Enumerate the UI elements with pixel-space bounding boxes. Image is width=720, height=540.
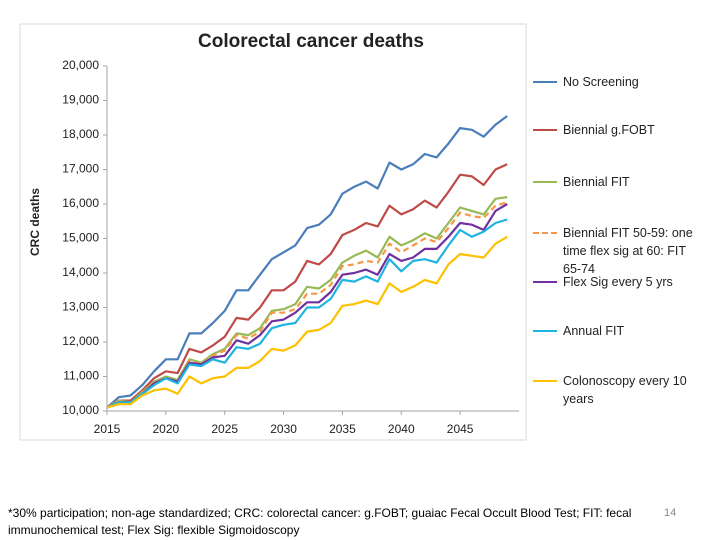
chart-border bbox=[19, 23, 527, 441]
series-line bbox=[106, 163, 508, 409]
series-line bbox=[106, 218, 508, 409]
series-line bbox=[106, 235, 508, 409]
legend-label: Biennial g.FOBT bbox=[563, 123, 655, 137]
legend-label: Flex Sig every 5 yrs bbox=[563, 275, 673, 289]
legend-swatch bbox=[533, 281, 557, 283]
x-tick-label: 2015 bbox=[94, 422, 121, 436]
y-axis-label: CRC deaths bbox=[28, 188, 42, 256]
chart-title: Colorectal cancer deaths bbox=[198, 31, 424, 52]
y-tick-label: 13,000 bbox=[62, 300, 99, 314]
legend-label: No Screening bbox=[563, 75, 639, 89]
legend-swatch bbox=[533, 81, 557, 83]
legend-label: Annual FIT bbox=[563, 324, 625, 338]
y-tick-label: 11,000 bbox=[63, 369, 99, 383]
legend-label: Colonoscopy every 10 years bbox=[563, 374, 687, 406]
y-tick-label: 17,000 bbox=[62, 162, 99, 176]
footnote: *30% participation; non-age standardized… bbox=[8, 506, 632, 537]
legend-swatch bbox=[533, 232, 557, 234]
x-tick-label: 2035 bbox=[329, 422, 356, 436]
y-tick-label: 12,000 bbox=[62, 334, 99, 348]
y-tick-label: 14,000 bbox=[62, 265, 99, 279]
y-tick-label: 20,000 bbox=[62, 58, 99, 72]
x-tick-label: 2045 bbox=[447, 422, 474, 436]
y-tick-label: 10,000 bbox=[62, 403, 99, 417]
y-tick-label: 16,000 bbox=[62, 196, 99, 210]
series-line bbox=[106, 201, 508, 409]
legend-label: Biennial FIT 50-59: one time flex sig at… bbox=[563, 226, 693, 276]
legend-swatch bbox=[533, 330, 557, 332]
y-tick-label: 18,000 bbox=[62, 127, 99, 141]
series-line bbox=[106, 115, 508, 409]
y-tick-label: 19,000 bbox=[62, 93, 99, 107]
x-tick-label: 2025 bbox=[211, 422, 238, 436]
series-line bbox=[106, 196, 508, 409]
x-tick-label: 2040 bbox=[388, 422, 415, 436]
legend-swatch bbox=[533, 129, 557, 131]
x-tick-label: 2030 bbox=[270, 422, 297, 436]
legend-label: Biennial FIT bbox=[563, 175, 630, 189]
y-tick-label: 15,000 bbox=[62, 231, 99, 245]
legend-swatch bbox=[533, 380, 557, 382]
legend-swatch bbox=[533, 181, 557, 183]
page-number: 14 bbox=[664, 507, 677, 519]
x-tick-label: 2020 bbox=[153, 422, 180, 436]
